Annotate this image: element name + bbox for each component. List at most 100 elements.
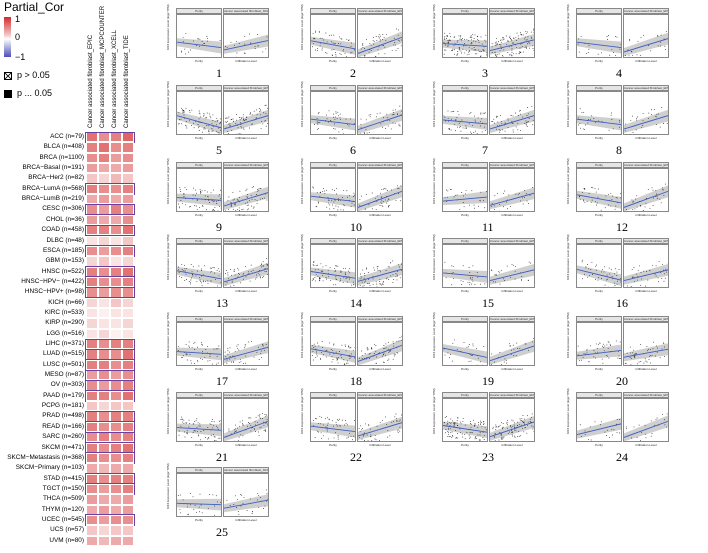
scatter-point bbox=[236, 40, 238, 42]
scatter-point bbox=[629, 40, 631, 42]
scatter-point bbox=[211, 419, 213, 420]
scatter-point bbox=[399, 419, 401, 421]
scatter-point bbox=[512, 123, 514, 125]
scatter-point bbox=[531, 425, 533, 427]
scatter-point bbox=[530, 36, 532, 38]
x-axis-label: Infiltration Level bbox=[635, 443, 657, 447]
x-axis-label: Purity bbox=[329, 443, 337, 447]
scatter-point bbox=[393, 279, 395, 281]
scatter-point bbox=[483, 423, 485, 425]
scatter-point bbox=[343, 49, 344, 51]
scatter-point bbox=[256, 194, 258, 195]
scatter-point bbox=[255, 117, 257, 119]
scatter-point bbox=[189, 504, 191, 506]
scatter-point bbox=[325, 426, 327, 428]
scatter-point bbox=[337, 362, 339, 364]
scatter-point bbox=[200, 341, 202, 343]
scatter-point bbox=[239, 425, 241, 427]
scatter-point bbox=[491, 46, 493, 48]
scatter-point bbox=[652, 341, 654, 343]
scatter-point bbox=[251, 186, 253, 188]
scatter-point bbox=[346, 55, 348, 57]
scatter-point bbox=[505, 360, 507, 362]
scatter-point bbox=[616, 197, 618, 199]
scatter-point bbox=[243, 496, 245, 498]
scatter-point bbox=[608, 357, 610, 359]
heatmap-row-label: BRCA−Her2 (n=82) bbox=[28, 174, 84, 182]
scatter-point bbox=[486, 54, 487, 56]
scatter-point bbox=[337, 206, 339, 208]
scatter-point bbox=[341, 38, 343, 40]
scatter-point bbox=[349, 357, 351, 359]
regression-line bbox=[624, 420, 668, 438]
scatter-point bbox=[393, 353, 395, 355]
scatter-point bbox=[259, 276, 261, 278]
scatter-point bbox=[335, 55, 337, 57]
scatter-point bbox=[196, 280, 198, 282]
scatter-point bbox=[618, 269, 620, 270]
scatter-point bbox=[333, 208, 335, 210]
y-axis-label: KIF4 Expression Level (log2 TPM) bbox=[300, 312, 304, 358]
scatter-point bbox=[231, 129, 233, 131]
purity-scatter-plot bbox=[442, 322, 488, 366]
scatter-point bbox=[400, 185, 402, 187]
heatmap-cell bbox=[86, 359, 98, 371]
scatter-point bbox=[513, 424, 515, 426]
heatmap-cell bbox=[98, 390, 110, 402]
y-axis-label: KIF4 Expression Level (log2 TPM) bbox=[300, 388, 304, 434]
scatter-point bbox=[372, 275, 374, 277]
scatter-point bbox=[220, 130, 221, 132]
scatter-point bbox=[662, 413, 663, 415]
heatmap-cell bbox=[98, 421, 110, 433]
scatter-point bbox=[649, 362, 651, 364]
scatter-point bbox=[503, 278, 505, 280]
regression-line bbox=[577, 268, 621, 281]
scatter-point bbox=[481, 421, 482, 423]
heatmap-cell bbox=[110, 142, 122, 153]
scatter-point bbox=[347, 362, 349, 364]
scatter-point bbox=[200, 192, 202, 194]
scatter-point bbox=[588, 193, 590, 195]
scatter-point bbox=[359, 204, 361, 206]
scatter-point bbox=[649, 269, 651, 271]
scatter-point bbox=[197, 346, 198, 348]
scatter-point bbox=[349, 272, 351, 274]
scatter-point bbox=[503, 361, 505, 363]
scatter-point bbox=[339, 425, 341, 427]
scatter-point bbox=[579, 195, 581, 197]
scatter-point bbox=[262, 344, 264, 346]
x-axis-label: Infiltration Level bbox=[369, 136, 391, 140]
scatter-point bbox=[339, 113, 341, 115]
regression-line bbox=[311, 118, 355, 126]
scatter-point bbox=[195, 205, 197, 207]
infiltration-scatter-plot bbox=[223, 14, 269, 58]
scatter-point bbox=[642, 113, 644, 115]
scatter-point bbox=[203, 114, 205, 116]
scatter-point bbox=[212, 267, 214, 268]
scatter-point bbox=[505, 362, 507, 364]
scatter-point bbox=[659, 126, 661, 128]
scatter-point bbox=[609, 436, 611, 438]
scatter-point bbox=[257, 415, 259, 417]
scatter-point bbox=[211, 130, 213, 132]
scatter-point bbox=[242, 208, 244, 210]
scatter-point bbox=[460, 130, 462, 132]
scatter-point bbox=[328, 438, 329, 440]
scatter-point bbox=[240, 127, 242, 129]
scatter-point bbox=[532, 119, 534, 121]
scatter-point bbox=[186, 359, 188, 361]
scatter-point bbox=[219, 420, 221, 422]
scatter-point bbox=[379, 39, 381, 41]
scatter-point bbox=[584, 189, 586, 190]
x-axis-label: Infiltration Level bbox=[501, 443, 523, 447]
scatter-point bbox=[640, 204, 641, 206]
scatter-point bbox=[501, 422, 503, 424]
scatter-point bbox=[392, 282, 394, 284]
panel-number: 14 bbox=[350, 296, 362, 310]
scatter-point bbox=[581, 111, 583, 113]
scatter-point bbox=[253, 206, 255, 208]
scatter-point bbox=[243, 52, 245, 54]
scatter-point bbox=[201, 190, 203, 192]
scatter-point bbox=[487, 433, 488, 434]
scatter-point bbox=[394, 44, 396, 46]
